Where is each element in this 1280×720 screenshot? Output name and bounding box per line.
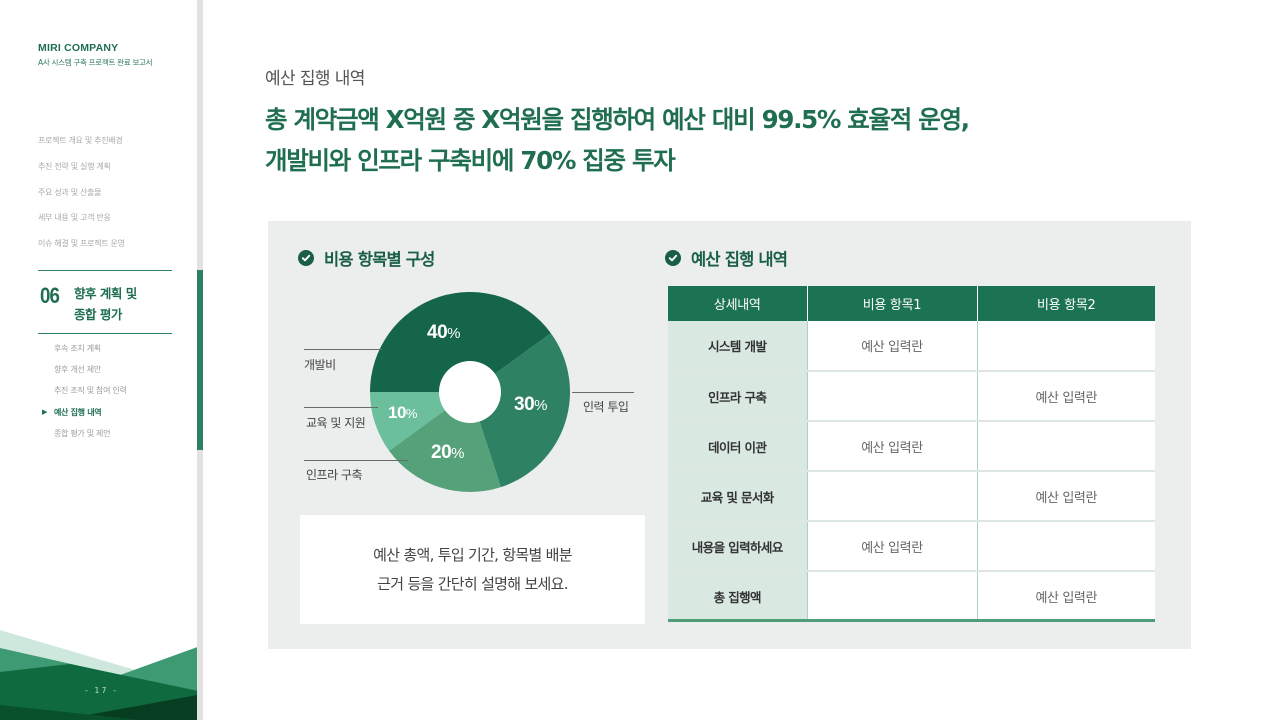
table-bottom-border — [668, 619, 1155, 622]
check-circle-icon — [665, 250, 681, 266]
row-label: 인프라 구축 — [668, 370, 807, 421]
slice-label-education: 10% — [388, 403, 417, 422]
row-label: 내용을 입력하세요 — [668, 520, 807, 571]
brand: MIRI COMPANY A사 시스템 구축 프로젝트 완료 보고서 — [38, 42, 153, 68]
page-eyebrow: 예산 집행 내역 — [265, 69, 365, 89]
callout-development: 개발비 — [304, 358, 336, 372]
section-title: 향후 계획 및 종합 평가 — [74, 283, 137, 325]
budget-cell[interactable]: 예산 입력란 — [976, 370, 1155, 421]
cost-breakdown-title: 비용 항목별 구성 — [298, 246, 435, 270]
budget-cell[interactable] — [976, 520, 1155, 571]
callout-line-personnel — [572, 392, 634, 393]
budget-cell[interactable]: 예산 입력란 — [976, 470, 1155, 521]
toc-item-details[interactable]: 세부 내용 및 고객 반응 — [38, 213, 111, 223]
section-number: 06 — [40, 283, 60, 308]
budget-cell[interactable]: 예산 입력란 — [806, 520, 977, 571]
description-line1: 예산 총액, 투입 기간, 항목별 배분 — [373, 545, 572, 564]
header-cost-item-1: 비용 항목1 — [806, 286, 977, 321]
budget-cell[interactable] — [806, 370, 977, 421]
callout-line-education — [304, 407, 378, 408]
budget-cell[interactable] — [976, 420, 1155, 471]
row-label: 교육 및 문서화 — [668, 470, 807, 521]
subtoc-item-improvement[interactable]: 향후 개선 제안 — [54, 365, 101, 375]
subtoc-item-organization[interactable]: 추진 조직 및 참여 인력 — [54, 386, 127, 396]
slice-development — [370, 292, 551, 392]
slice-personnel — [470, 333, 570, 488]
check-circle-icon — [298, 250, 314, 266]
section-title-line1: 향후 계획 및 — [74, 286, 137, 301]
slice-label-infrastructure: 20% — [431, 442, 464, 463]
cost-breakdown-title-text: 비용 항목별 구성 — [324, 250, 435, 269]
budget-cell[interactable] — [806, 570, 977, 621]
cost-donut-chart — [370, 292, 570, 492]
description-line2: 근거 등을 간단히 설명해 보세요. — [377, 574, 568, 593]
page-headline: 총 계약금액 X억원 중 X억원을 집행하여 예산 대비 99.5% 효율적 운… — [265, 99, 970, 181]
budget-cell[interactable] — [976, 321, 1155, 371]
headline-line2: 개발비와 인프라 구축비에 70% 집중 투자 — [265, 146, 676, 175]
triangle-right-icon: ▶ — [42, 407, 48, 416]
row-label: 총 집행액 — [668, 570, 807, 621]
table-row: 인프라 구축 예산 입력란 — [668, 370, 1155, 421]
budget-table-title-text: 예산 집행 내역 — [691, 250, 788, 269]
table-row: 데이터 이관 예산 입력란 — [668, 420, 1155, 471]
sub-table-of-contents: 후속 조치 계획 향후 개선 제안 추진 조직 및 참여 인력 ▶ 예산 집행 … — [42, 343, 127, 449]
toc-item-issues[interactable]: 이슈 해결 및 프로젝트 운영 — [38, 239, 125, 249]
budget-table: 상세내역 비용 항목1 비용 항목2 시스템 개발 예산 입력란 인프라 구축 … — [668, 286, 1155, 621]
subtoc-item-followup[interactable]: 후속 조치 계획 — [54, 344, 101, 353]
toc-item-strategy[interactable]: 추진 전략 및 실행 계획 — [38, 161, 111, 171]
callout-infrastructure: 인프라 구축 — [306, 468, 363, 482]
budget-table-title: 예산 집행 내역 — [665, 246, 788, 270]
current-section[interactable]: 06 향후 계획 및 종합 평가 — [38, 270, 172, 334]
budget-cell[interactable]: 예산 입력란 — [806, 321, 977, 371]
row-label: 데이터 이관 — [668, 420, 807, 471]
slice-label-development: 40% — [427, 322, 460, 343]
table-row: 교육 및 문서화 예산 입력란 — [668, 470, 1155, 521]
subtoc-item-budget-label: 예산 집행 내역 — [54, 407, 102, 417]
section-title-line2: 종합 평가 — [74, 307, 122, 322]
sidebar-scroll-indicator[interactable] — [197, 270, 203, 450]
description-box[interactable]: 예산 총액, 투입 기간, 항목별 배분 근거 등을 간단히 설명해 보세요. — [300, 515, 645, 624]
callout-personnel: 인력 투입 — [583, 400, 629, 414]
toc-item-results[interactable]: 주요 성과 및 산출물 — [38, 187, 102, 197]
table-of-contents: 프로젝트 개요 및 추진배경 추진 전략 및 실행 계획 주요 성과 및 산출물… — [38, 135, 125, 264]
decorative-waves — [0, 630, 203, 720]
callout-line-development — [304, 349, 382, 350]
row-label: 시스템 개발 — [668, 321, 807, 371]
budget-cell[interactable]: 예산 입력란 — [806, 420, 977, 471]
budget-cell[interactable]: 예산 입력란 — [976, 570, 1155, 621]
toc-item-overview[interactable]: 프로젝트 개요 및 추진배경 — [38, 136, 123, 145]
headline-line1: 총 계약금액 X억원 중 X억원을 집행하여 예산 대비 99.5% 효율적 운… — [265, 105, 970, 134]
brand-name: MIRI COMPANY — [38, 42, 119, 54]
slice-label-personnel: 30% — [514, 394, 547, 415]
budget-cell[interactable] — [806, 470, 977, 521]
sidebar: MIRI COMPANY A사 시스템 구축 프로젝트 완료 보고서 프로젝트 … — [0, 0, 203, 720]
brand-subtitle: A사 시스템 구축 프로젝트 완료 보고서 — [38, 58, 153, 67]
page-number: - 17 - — [84, 686, 119, 695]
callout-education: 교육 및 지원 — [306, 416, 366, 430]
table-row: 시스템 개발 예산 입력란 — [668, 321, 1155, 371]
subtoc-item-budget[interactable]: ▶ 예산 집행 내역 — [42, 407, 127, 428]
header-detail: 상세내역 — [668, 286, 807, 321]
table-header-row: 상세내역 비용 항목1 비용 항목2 — [668, 286, 1155, 321]
callout-line-infrastructure — [304, 460, 408, 461]
table-row: 내용을 입력하세요 예산 입력란 — [668, 520, 1155, 571]
header-cost-item-2: 비용 항목2 — [976, 286, 1155, 321]
table-row-total: 총 집행액 예산 입력란 — [668, 570, 1155, 621]
subtoc-item-evaluation[interactable]: 종합 평가 및 제언 — [54, 428, 111, 438]
